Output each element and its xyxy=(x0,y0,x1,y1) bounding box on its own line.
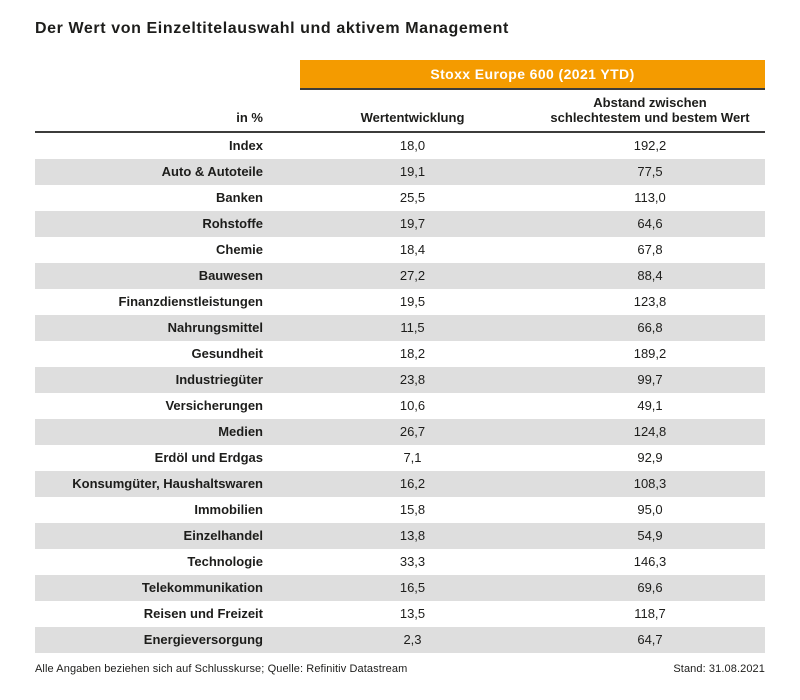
abstand-value: 54,9 xyxy=(637,528,663,543)
sector-label: Gesundheit xyxy=(191,346,263,361)
abstand-value: 113,0 xyxy=(634,190,666,205)
table-row: Konsumgüter, Haushaltswaren 16,2 108,3 xyxy=(35,471,765,497)
abstand-value: 189,2 xyxy=(633,346,667,361)
column-header-wertentwicklung: Wertentwicklung xyxy=(360,110,465,125)
abstand-value: 49,1 xyxy=(637,398,663,413)
sector-label: Einzelhandel xyxy=(183,528,263,543)
wertentwicklung-value: 19,1 xyxy=(399,164,426,179)
sector-label: Versicherungen xyxy=(165,398,263,413)
sector-label: Index xyxy=(229,138,263,153)
footer-date: Stand: 31.08.2021 xyxy=(673,663,765,675)
wertentwicklung-value: 13,8 xyxy=(399,528,426,543)
page-title: Der Wert von Einzeltitelauswahl und akti… xyxy=(35,20,509,37)
table-row: Rohstoffe 19,7 64,6 xyxy=(35,211,765,237)
wertentwicklung-value: 11,5 xyxy=(400,320,425,335)
abstand-value: 64,6 xyxy=(637,216,663,231)
abstand-value: 77,5 xyxy=(637,164,663,179)
table-row: Telekommunikation 16,5 69,6 xyxy=(35,575,765,601)
sector-label: Industriegüter xyxy=(175,372,263,387)
abstand-value: 108,3 xyxy=(633,476,667,491)
sector-label: Chemie xyxy=(216,242,263,257)
table-row: Bauwesen 27,2 88,4 xyxy=(35,263,765,289)
group-header-banner: Stoxx Europe 600 (2021 YTD) xyxy=(300,60,765,90)
wertentwicklung-value: 23,8 xyxy=(399,372,426,387)
table-row: Nahrungsmittel 11,5 66,8 xyxy=(35,315,765,341)
footer: Alle Angaben beziehen sich auf Schlussku… xyxy=(35,663,765,675)
abstand-value: 64,7 xyxy=(637,632,663,647)
abstand-value: 192,2 xyxy=(633,138,667,153)
abstand-value: 123,8 xyxy=(633,294,667,309)
table-row: Gesundheit 18,2 189,2 xyxy=(35,341,765,367)
column-header-abstand: Abstand zwischen schlechtestem und beste… xyxy=(535,95,765,131)
sector-label: Konsumgüter, Haushaltswaren xyxy=(72,476,263,491)
table-row: Erdöl und Erdgas 7,1 92,9 xyxy=(35,445,765,471)
sector-label: Nahrungsmittel xyxy=(167,320,263,335)
table-row: Immobilien 15,8 95,0 xyxy=(35,497,765,523)
sector-label: Banken xyxy=(216,190,263,205)
sector-label: Rohstoffe xyxy=(202,216,263,231)
sector-label: Erdöl und Erdgas xyxy=(154,450,263,465)
table-row: Energieversorgung 2,3 64,7 xyxy=(35,627,765,653)
table-row: Chemie 18,4 67,8 xyxy=(35,237,765,263)
sector-label: Energieversorgung xyxy=(143,632,263,647)
sector-label: Technologie xyxy=(187,554,263,569)
abstand-value: 118,7 xyxy=(634,606,666,621)
table-row: Reisen und Freizeit 13,5 118,7 xyxy=(35,601,765,627)
wertentwicklung-value: 26,7 xyxy=(399,424,426,439)
sector-label: Reisen und Freizeit xyxy=(143,606,263,621)
table-row: Versicherungen 10,6 49,1 xyxy=(35,393,765,419)
table-row: Banken 25,5 113,0 xyxy=(35,185,765,211)
sector-label: Medien xyxy=(218,424,263,439)
abstand-value: 99,7 xyxy=(637,372,663,387)
wertentwicklung-value: 19,7 xyxy=(399,216,426,231)
table-row: Index 18,0 192,2 xyxy=(35,133,765,159)
sector-label: Telekommunikation xyxy=(141,580,263,595)
wertentwicklung-value: 19,5 xyxy=(399,294,426,309)
table-body: Index 18,0 192,2 Auto & Autoteile 19,1 77,5 Ba… xyxy=(35,133,765,653)
wertentwicklung-value: 16,5 xyxy=(399,580,426,595)
abstand-value: 66,8 xyxy=(637,320,663,335)
table-row: Industriegüter 23,8 99,7 xyxy=(35,367,765,393)
table-header-row: in % Wertentwicklung Abstand zwischen sc… xyxy=(35,90,765,133)
wertentwicklung-value: 13,5 xyxy=(399,606,426,621)
wertentwicklung-value: 18,2 xyxy=(399,346,426,361)
wertentwicklung-value: 2,3 xyxy=(403,632,422,647)
column-header-unit: in % xyxy=(236,110,263,125)
sector-label: Immobilien xyxy=(194,502,263,517)
column-header-abstand-line2: schlechtestem und bestem Wert xyxy=(550,110,750,125)
abstand-value: 92,9 xyxy=(637,450,663,465)
abstand-value: 95,0 xyxy=(637,502,663,517)
abstand-value: 88,4 xyxy=(637,268,663,283)
wertentwicklung-value: 25,5 xyxy=(399,190,426,205)
abstand-value: 67,8 xyxy=(637,242,663,257)
table-row: Finanzdienstleistungen 19,5 123,8 xyxy=(35,289,765,315)
wertentwicklung-value: 33,3 xyxy=(399,554,426,569)
wertentwicklung-value: 16,2 xyxy=(399,476,426,491)
table-row: Einzelhandel 13,8 54,9 xyxy=(35,523,765,549)
sector-label: Auto & Autoteile xyxy=(161,164,263,179)
abstand-value: 69,6 xyxy=(637,580,663,595)
table-row: Technologie 33,3 146,3 xyxy=(35,549,765,575)
footer-source-note: Alle Angaben beziehen sich auf Schlussku… xyxy=(35,663,408,675)
sector-label: Finanzdienstleistungen xyxy=(118,294,263,309)
abstand-value: 124,8 xyxy=(633,424,667,439)
wertentwicklung-value: 15,8 xyxy=(399,502,426,517)
sector-label: Bauwesen xyxy=(198,268,263,283)
wertentwicklung-value: 7,1 xyxy=(403,450,422,465)
wertentwicklung-value: 27,2 xyxy=(399,268,426,283)
wertentwicklung-value: 18,0 xyxy=(399,138,426,153)
table-row: Auto & Autoteile 19,1 77,5 xyxy=(35,159,765,185)
column-header-abstand-line1: Abstand zwischen xyxy=(593,95,707,110)
table-row: Medien 26,7 124,8 xyxy=(35,419,765,445)
wertentwicklung-value: 10,6 xyxy=(399,398,426,413)
abstand-value: 146,3 xyxy=(633,554,667,569)
wertentwicklung-value: 18,4 xyxy=(399,242,426,257)
